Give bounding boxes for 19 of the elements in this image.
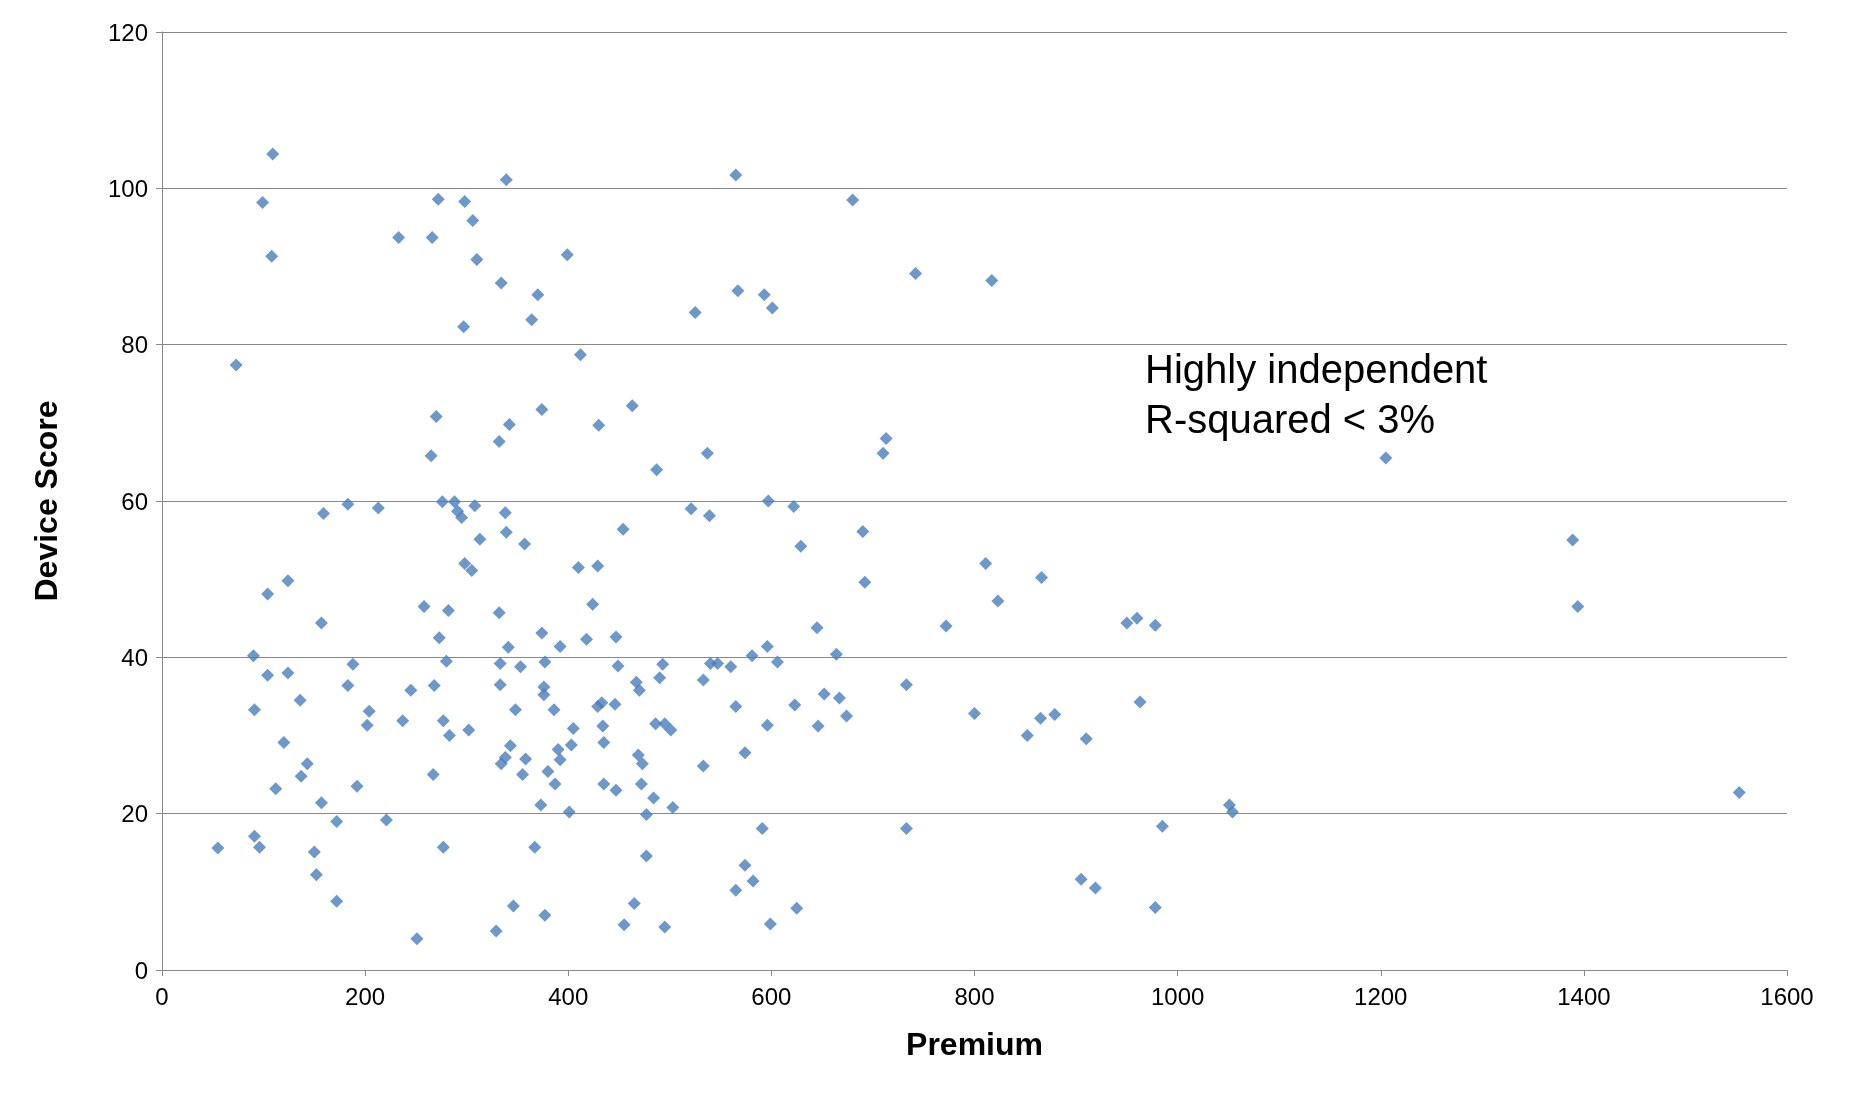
- x-tick-label: 1400: [1557, 982, 1611, 1010]
- y-tick-label: 120: [107, 18, 148, 46]
- x-tick-label: 1600: [1760, 982, 1814, 1010]
- x-tick-label: 0: [155, 982, 169, 1010]
- x-tick-label: 800: [954, 982, 995, 1010]
- x-axis-title: Premium: [906, 1026, 1043, 1062]
- x-tick-label: 600: [751, 982, 792, 1010]
- x-tick-label: 1000: [1150, 982, 1205, 1010]
- x-tick-label: 1200: [1354, 982, 1408, 1010]
- annotation: Highly independent R-squared < 3%: [1145, 347, 1488, 441]
- y-tick-label: 0: [134, 956, 148, 984]
- y-tick-label: 40: [121, 643, 148, 671]
- y-tick-label: 100: [107, 174, 148, 202]
- y-tick-label: 60: [121, 487, 148, 515]
- x-tick-label: 400: [548, 982, 589, 1010]
- y-tick-label: 80: [121, 331, 148, 359]
- y-tick-label: 20: [121, 800, 148, 828]
- y-axis-title: Device Score: [28, 400, 64, 602]
- x-tick-label: 200: [345, 982, 386, 1010]
